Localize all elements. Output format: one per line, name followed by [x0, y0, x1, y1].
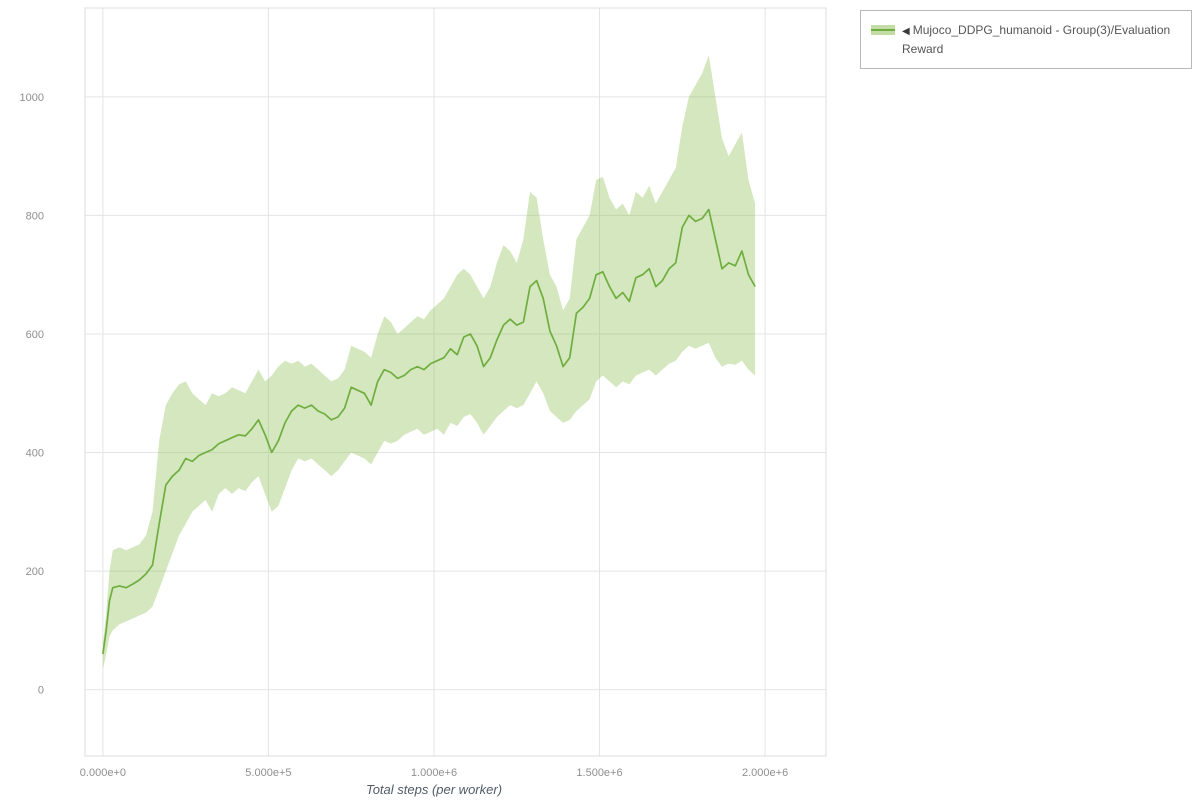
- x-tick-label: 1.500e+6: [576, 767, 622, 779]
- y-tick-label: 600: [26, 329, 44, 341]
- y-tick-label: 0: [38, 685, 44, 697]
- x-tick-label: 1.000e+6: [411, 767, 457, 779]
- mean-line: [102, 208, 756, 655]
- plot-frame: [84, 7, 827, 757]
- legend-swatch-icon: [871, 25, 895, 35]
- x-tick-label: 2.000e+6: [742, 767, 788, 779]
- confidence-band: [102, 55, 756, 669]
- x-tick-label: 0.000e+0: [80, 767, 126, 779]
- legend-series-name: Mujoco_DDPG_humanoid - Group(3)/Evaluati…: [902, 23, 1171, 56]
- y-tick-label: 200: [26, 566, 44, 578]
- x-axis-label: Total steps (per worker): [366, 782, 502, 797]
- legend-item-label[interactable]: ◀ Mujoco_DDPG_humanoid - Group(3)/Evaluat…: [902, 21, 1181, 58]
- y-tick-label: 1000: [20, 92, 44, 104]
- legend-collapse-icon[interactable]: ◀: [902, 26, 910, 37]
- y-tick-label: 400: [26, 448, 44, 460]
- x-tick-label: 5.000e+5: [245, 767, 291, 779]
- y-tick-label: 800: [26, 210, 44, 222]
- legend[interactable]: ◀ Mujoco_DDPG_humanoid - Group(3)/Evaluat…: [860, 10, 1192, 70]
